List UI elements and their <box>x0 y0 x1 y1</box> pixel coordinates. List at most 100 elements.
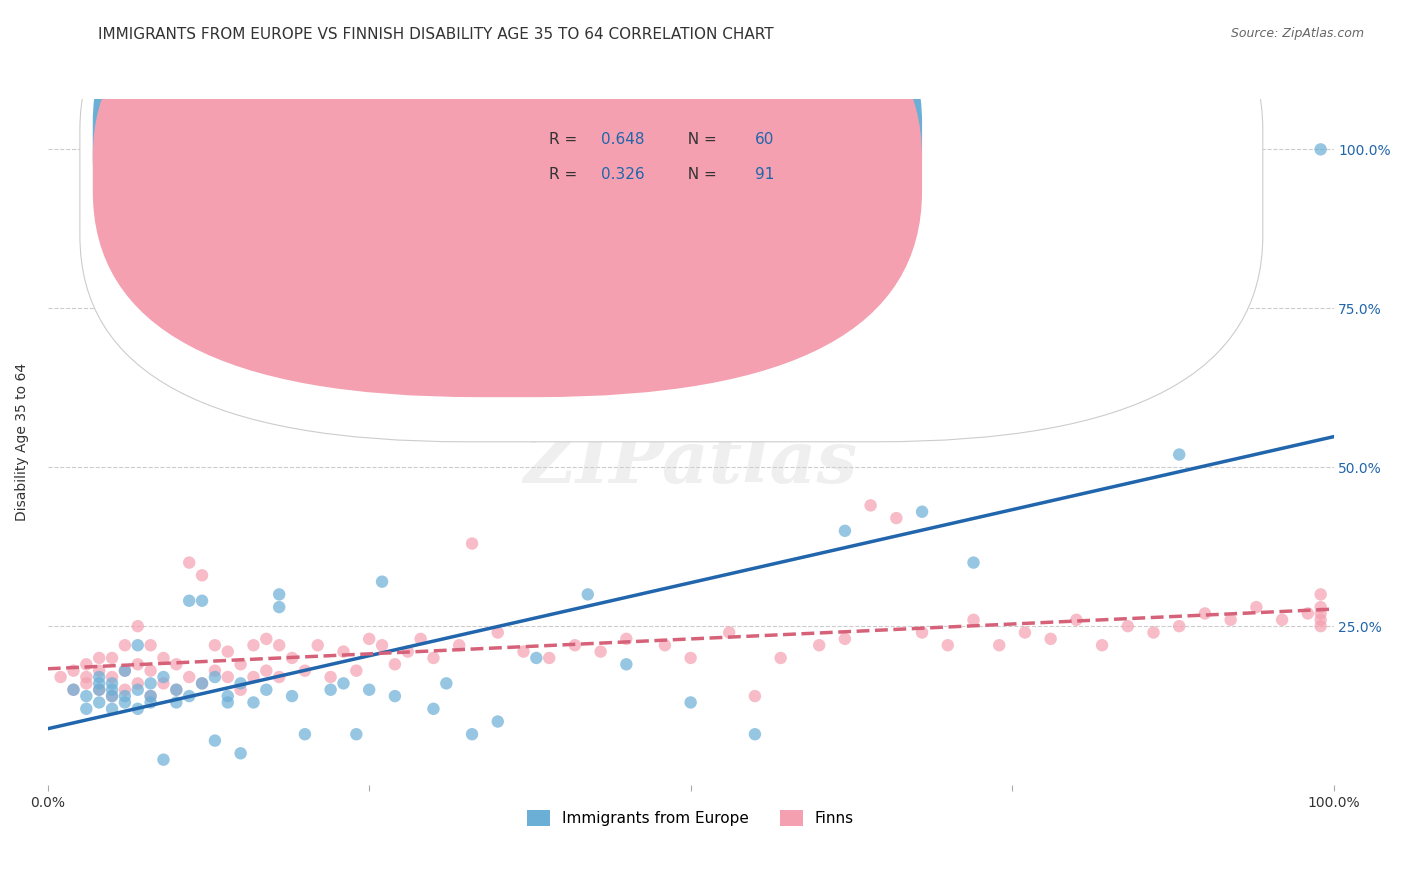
Point <box>744 727 766 741</box>
Point <box>242 638 264 652</box>
Text: N =: N = <box>678 167 721 182</box>
Point <box>269 670 291 684</box>
Point <box>962 613 984 627</box>
Point <box>204 664 226 678</box>
Point <box>139 695 162 709</box>
Text: IMMIGRANTS FROM EUROPE VS FINNISH DISABILITY AGE 35 TO 64 CORRELATION CHART: IMMIGRANTS FROM EUROPE VS FINNISH DISABI… <box>98 27 775 42</box>
Point <box>127 702 149 716</box>
Point <box>371 574 394 589</box>
Point <box>204 733 226 747</box>
Point <box>1309 619 1331 633</box>
Legend: Immigrants from Europe, Finns: Immigrants from Europe, Finns <box>522 805 860 832</box>
Point <box>139 689 162 703</box>
Point <box>422 702 444 716</box>
Point <box>49 670 72 684</box>
Point <box>101 670 124 684</box>
Point <box>191 593 214 607</box>
Point <box>1309 613 1331 627</box>
Point <box>127 676 149 690</box>
Point <box>384 689 406 703</box>
Point <box>344 727 367 741</box>
Point <box>1246 600 1268 615</box>
Point <box>319 682 342 697</box>
Point <box>512 644 534 658</box>
Point <box>229 657 252 672</box>
Point <box>75 689 97 703</box>
Point <box>101 651 124 665</box>
Point <box>89 651 111 665</box>
Point <box>75 670 97 684</box>
Point <box>101 676 124 690</box>
Point <box>242 695 264 709</box>
Point <box>165 682 187 697</box>
Point <box>486 714 509 729</box>
Point <box>808 638 831 652</box>
Point <box>911 625 934 640</box>
Point <box>449 638 471 652</box>
Point <box>242 670 264 684</box>
Point <box>101 682 124 697</box>
FancyBboxPatch shape <box>80 0 1263 442</box>
Point <box>384 657 406 672</box>
Point <box>139 676 162 690</box>
Point <box>269 600 291 615</box>
Text: 0.326: 0.326 <box>600 167 644 182</box>
Point <box>62 664 84 678</box>
Point <box>191 568 214 582</box>
Point <box>281 689 304 703</box>
Point <box>564 638 586 652</box>
Point <box>769 651 792 665</box>
Point <box>179 556 201 570</box>
Text: 91: 91 <box>755 167 775 182</box>
Point <box>152 651 174 665</box>
Point <box>1194 607 1216 621</box>
Point <box>654 638 676 652</box>
Text: R =: R = <box>550 167 582 182</box>
Point <box>114 682 136 697</box>
Point <box>114 689 136 703</box>
Point <box>254 664 277 678</box>
Point <box>254 632 277 646</box>
Point <box>204 638 226 652</box>
Point <box>1014 625 1036 640</box>
Point <box>101 689 124 703</box>
Point <box>1116 619 1139 633</box>
Point <box>1066 613 1088 627</box>
Point <box>152 670 174 684</box>
Point <box>859 499 882 513</box>
Point <box>988 638 1011 652</box>
Text: ZIPatlas: ZIPatlas <box>523 427 858 498</box>
Point <box>359 632 381 646</box>
Point <box>1142 625 1164 640</box>
Point <box>62 682 84 697</box>
Point <box>679 695 702 709</box>
Point <box>359 682 381 697</box>
Point <box>191 676 214 690</box>
Point <box>461 536 484 550</box>
Point <box>962 556 984 570</box>
Text: 0.648: 0.648 <box>600 132 644 147</box>
Point <box>114 638 136 652</box>
Point <box>422 651 444 665</box>
Point <box>1309 587 1331 601</box>
Point <box>371 638 394 652</box>
Point <box>1296 607 1319 621</box>
Point <box>152 753 174 767</box>
Point <box>204 670 226 684</box>
Point <box>114 664 136 678</box>
Point <box>886 511 908 525</box>
Point <box>434 676 457 690</box>
Point <box>344 664 367 678</box>
Point <box>89 682 111 697</box>
Point <box>127 657 149 672</box>
Point <box>744 689 766 703</box>
Point <box>911 505 934 519</box>
Point <box>1168 448 1191 462</box>
Point <box>1309 607 1331 621</box>
Point <box>834 632 856 646</box>
Point <box>152 676 174 690</box>
Point <box>294 664 316 678</box>
Point <box>139 638 162 652</box>
Point <box>307 638 329 652</box>
Point <box>114 695 136 709</box>
